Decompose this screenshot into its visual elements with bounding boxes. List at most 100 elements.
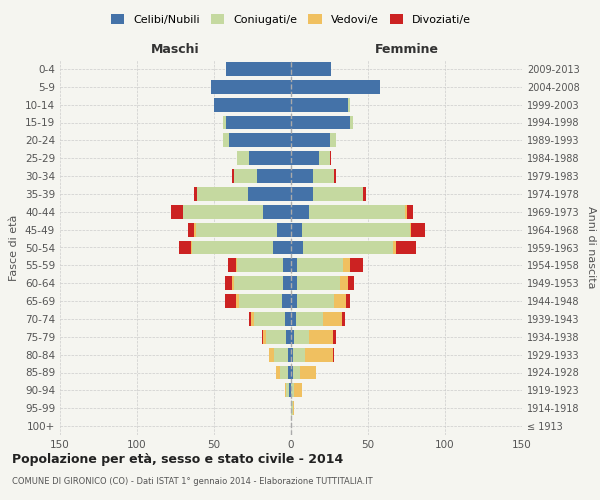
Bar [313,169,334,183]
Bar [266,330,286,344]
Bar [237,151,250,165]
Bar [348,98,350,112]
Bar [346,294,350,308]
Bar [228,258,236,272]
Bar [194,187,197,201]
Bar [291,348,293,362]
Bar [223,134,229,147]
Bar [407,205,413,219]
Bar [171,205,183,219]
Bar [269,348,274,362]
Bar [329,134,335,147]
Bar [364,187,367,201]
Bar [291,258,297,272]
Bar [291,294,297,308]
Bar [350,116,353,130]
Bar [313,187,364,201]
Bar [280,366,288,380]
Bar [302,222,410,236]
Bar [310,330,332,344]
Bar [340,276,348,290]
Bar [319,151,329,165]
Bar [183,205,263,219]
Bar [288,348,291,362]
Bar [225,276,232,290]
Bar [237,258,283,272]
Bar [286,384,289,398]
Bar [286,330,291,344]
Bar [194,222,196,236]
Bar [334,169,335,183]
Bar [291,330,294,344]
Bar [263,330,266,344]
Bar [291,312,296,326]
Bar [291,240,304,254]
Bar [250,312,251,326]
Bar [323,312,342,326]
Bar [232,169,234,183]
Bar [293,401,294,415]
Bar [197,187,248,201]
Bar [236,294,239,308]
Bar [294,330,310,344]
Bar [332,348,334,362]
Bar [191,240,193,254]
Bar [229,134,291,147]
Bar [291,116,350,130]
Bar [226,116,291,130]
Bar [262,330,263,344]
Bar [291,169,313,183]
Bar [310,205,405,219]
Bar [225,294,236,308]
Bar [179,240,191,254]
Bar [248,187,291,201]
Bar [291,205,310,219]
Bar [348,276,354,290]
Bar [293,366,300,380]
Bar [288,366,291,380]
Bar [277,222,291,236]
Bar [343,258,350,272]
Bar [251,312,254,326]
Bar [291,187,313,201]
Bar [275,366,280,380]
Text: Femmine: Femmine [374,44,439,57]
Bar [350,258,364,272]
Bar [405,205,407,219]
Bar [291,384,294,398]
Bar [188,222,194,236]
Bar [300,366,316,380]
Bar [234,276,283,290]
Bar [396,240,416,254]
Bar [214,98,291,112]
Bar [254,312,285,326]
Bar [257,169,291,183]
Bar [291,366,293,380]
Bar [239,294,282,308]
Bar [226,62,291,76]
Bar [285,384,286,398]
Bar [272,240,291,254]
Bar [193,240,272,254]
Text: Maschi: Maschi [151,44,200,57]
Bar [196,222,277,236]
Bar [211,80,291,94]
Bar [234,169,257,183]
Bar [236,258,237,272]
Bar [297,276,340,290]
Bar [282,294,291,308]
Bar [291,80,380,94]
Bar [285,312,291,326]
Y-axis label: Anni di nascita: Anni di nascita [586,206,596,289]
Bar [283,276,291,290]
Bar [263,205,291,219]
Bar [329,151,331,165]
Bar [250,151,291,165]
Bar [296,312,323,326]
Bar [291,134,329,147]
Bar [332,330,335,344]
Bar [291,151,319,165]
Bar [291,62,331,76]
Bar [297,258,343,272]
Bar [392,240,396,254]
